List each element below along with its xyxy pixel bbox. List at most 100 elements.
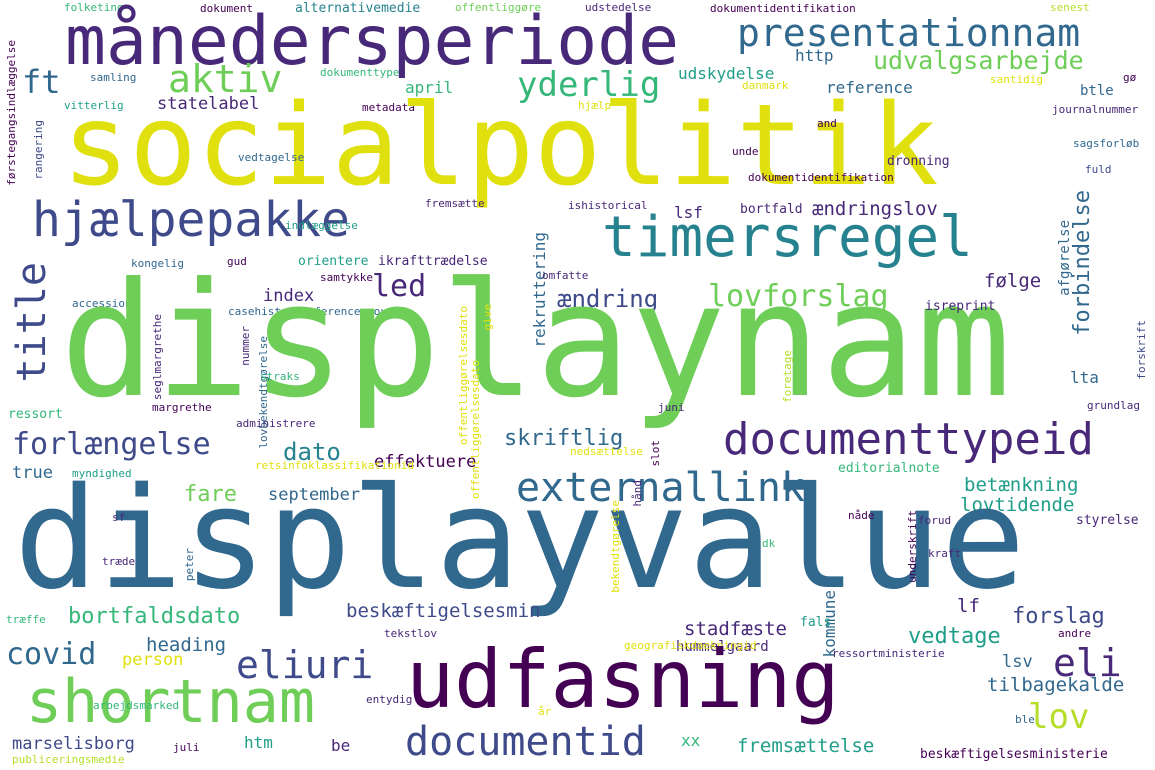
word-unde: unde xyxy=(732,145,759,158)
word-eli: eli xyxy=(1053,641,1122,685)
word-fare: fare xyxy=(184,482,237,507)
word-displayvalue: displayvalue xyxy=(14,458,1026,621)
word-eliuri: eliuri xyxy=(236,643,374,687)
word-lovtidende: lovtidende xyxy=(960,494,1075,516)
word-isreprint: isreprint xyxy=(925,299,996,314)
word-timersregel: timersregel xyxy=(602,205,973,270)
word-index: index xyxy=(263,286,315,306)
word-shortnam: shortnam xyxy=(26,667,315,737)
word-træde: træde xyxy=(102,555,136,568)
word-dokumenttype: dokumenttype xyxy=(320,66,400,79)
word-offentliggørelsesdato: offentliggørelsesdato xyxy=(457,306,470,446)
word-dronning: dronning xyxy=(887,154,950,169)
word-vitterlig: vitterlig xyxy=(64,99,124,112)
word-retsinfoklassifikationid: retsinfoklassifikationid xyxy=(255,459,414,472)
word-reference: reference xyxy=(826,78,913,97)
word-styrelse: styrelse xyxy=(1076,513,1139,528)
word-bortfaldsdato: bortfaldsdato xyxy=(68,604,241,629)
word-stadfæste: stadfæste xyxy=(684,618,787,640)
word-lsv: lsv xyxy=(1002,652,1033,672)
word-udstedelse: udstedelse xyxy=(585,1,652,14)
word-covid: covid xyxy=(6,637,97,672)
word-bortfald: bortfald xyxy=(740,202,803,217)
word-administrere: administrere xyxy=(236,417,316,430)
word-dk: dk xyxy=(762,537,776,550)
word-afgørelse: afgørelse xyxy=(1057,220,1073,296)
word-xx: xx xyxy=(681,731,701,750)
word-gud: gud xyxy=(227,255,247,268)
word-juni: juni xyxy=(658,401,685,414)
word-juli: juli xyxy=(173,741,200,754)
word-heading: heading xyxy=(146,634,227,656)
word-samtykke: samtykke xyxy=(320,271,373,284)
word-sagsforløb: sagsforløb xyxy=(1073,137,1140,150)
word-lsf: lsf xyxy=(674,203,703,222)
word-ble: ble xyxy=(1015,713,1035,726)
word-orientere: orientere xyxy=(298,254,369,269)
word-folketing: folketing xyxy=(64,1,124,14)
word-omfatte: omfatte xyxy=(542,269,589,282)
word-fals: fals xyxy=(800,615,832,630)
word-lov: lov xyxy=(1028,697,1090,737)
word-lta: lta xyxy=(1070,368,1099,387)
word-be: be xyxy=(331,736,351,755)
word-dokument: dokument xyxy=(200,2,253,15)
word-gø: gø xyxy=(1123,71,1137,84)
word-alternativemedie: alternativemedie xyxy=(295,1,421,16)
word-senest: senest xyxy=(1050,1,1090,14)
word-skriftlig: skriftlig xyxy=(504,426,624,451)
word-documenttypeid: documenttypeid xyxy=(723,414,1094,465)
word-santidig: santidig xyxy=(990,73,1043,86)
word-margrethe: margrethe xyxy=(152,401,212,414)
word-danmark: danmark xyxy=(742,79,789,92)
word-http: http xyxy=(795,46,834,65)
word-myndighed: myndighed xyxy=(72,467,132,480)
word-casehistoryreferencegroup: casehistoryreferencegroup xyxy=(228,305,394,318)
word-hummelgaard: hummelgaard xyxy=(676,639,769,655)
word-lf: lf xyxy=(957,595,980,617)
word-udvalgsarbejde: udvalgsarbejde xyxy=(873,46,1084,75)
word-betænkning: betænkning xyxy=(964,474,1079,496)
word-grundlag: grundlag xyxy=(1087,399,1140,412)
word-and: and xyxy=(817,117,837,130)
word-externallink: externallink xyxy=(516,465,805,511)
word-seglmargrethe: seglmargrethe xyxy=(151,314,164,401)
word-fremsætte: fremsætte xyxy=(425,197,485,210)
word-ft: ft xyxy=(22,63,61,101)
word-entydig: entydig xyxy=(366,693,413,706)
word-fremsættelse: fremsættelse xyxy=(737,735,875,757)
word-kraft: kraft xyxy=(928,547,962,560)
word-publiceringsmedie: publiceringsmedie xyxy=(12,753,125,766)
word-fuld: fuld xyxy=(1085,163,1112,176)
word-sf: sf xyxy=(112,511,126,524)
word-følge: følge xyxy=(984,270,1042,292)
word-btle: btle xyxy=(1080,83,1114,99)
word-kongelig: kongelig xyxy=(131,257,184,270)
word-september: september xyxy=(268,485,361,505)
word-udskydelse: udskydelse xyxy=(678,64,775,83)
word-bekendtgørelse: bekendtgørelse xyxy=(609,500,622,593)
word-indlæggelse: indlæggelse xyxy=(285,219,358,232)
word-person: person xyxy=(122,650,184,670)
word-forslag: forslag xyxy=(1012,604,1105,629)
word-ishistorical: ishistorical xyxy=(568,199,648,212)
word-nåde: nåde xyxy=(848,509,875,522)
word-statelabel: statelabel xyxy=(157,94,260,114)
word-marselisborg: marselisborg xyxy=(12,734,135,754)
word-socialpolitik: socialpolitik xyxy=(62,81,939,211)
word-dato: dato xyxy=(283,438,341,466)
word-effektuere: effektuere xyxy=(374,452,477,472)
word-title: title xyxy=(9,262,55,383)
word-dokumentidentifikation: dokumentidentifikation xyxy=(748,171,894,184)
word-hånd: hånd xyxy=(631,480,644,507)
word-htm: htm xyxy=(244,733,273,752)
word-forud: forud xyxy=(918,514,952,527)
word-år: år xyxy=(538,705,552,718)
word-andre: andre xyxy=(1058,627,1092,640)
word-førstegangsindlæggelse: førstegangsindlæggelse xyxy=(5,40,18,186)
word-tilbagekalde: tilbagekalde xyxy=(987,674,1125,696)
word-ændringslov: ændringslov xyxy=(812,198,938,220)
word-geografiskdaekningid: geografiskdaekningid xyxy=(624,639,757,652)
word-april: april xyxy=(405,78,454,97)
word-peter: peter xyxy=(183,548,196,582)
